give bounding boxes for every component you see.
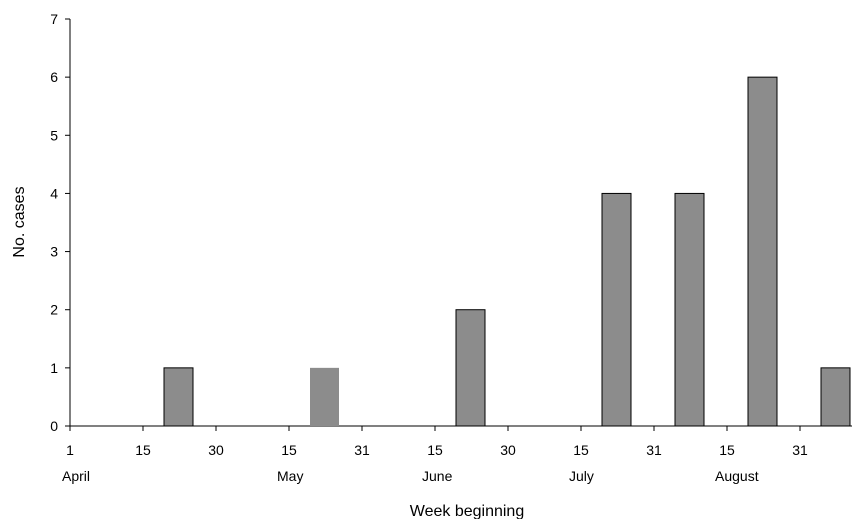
bar bbox=[163, 367, 194, 427]
y-tick-label: 5 bbox=[50, 127, 58, 143]
y-ticks: 0 1 2 3 4 5 6 7 bbox=[50, 11, 70, 434]
x-tick-label: 30 bbox=[500, 442, 516, 458]
x-tick-label: 31 bbox=[792, 442, 808, 458]
x-month-label: June bbox=[422, 468, 453, 484]
y-tick-label: 6 bbox=[50, 69, 58, 85]
y-axis: 0 1 2 3 4 5 6 7 bbox=[50, 11, 71, 434]
x-tick-label: 15 bbox=[719, 442, 735, 458]
x-month-label: August bbox=[715, 468, 759, 484]
y-tick-label: 3 bbox=[50, 244, 58, 260]
x-tick-label: 31 bbox=[646, 442, 662, 458]
y-tick-label: 0 bbox=[50, 418, 58, 434]
y-tick-label: 7 bbox=[50, 11, 58, 27]
x-tick-label: 30 bbox=[208, 442, 224, 458]
x-tick-label: 31 bbox=[354, 442, 370, 458]
x-tick-label: 15 bbox=[281, 442, 297, 458]
x-month-label: April bbox=[62, 468, 90, 484]
x-tick-label: 15 bbox=[573, 442, 589, 458]
x-axis-title: Week beginning bbox=[410, 503, 524, 519]
x-tick-label: 15 bbox=[427, 442, 443, 458]
y-tick-label: 1 bbox=[50, 360, 58, 376]
x-month-label: May bbox=[277, 468, 303, 484]
bar bbox=[310, 367, 339, 426]
y-tick-label: 4 bbox=[50, 185, 58, 201]
x-tick-label: 15 bbox=[135, 442, 151, 458]
x-ticks: 1 15 30 15 31 15 30 15 31 15 31 April May June July Aug… bbox=[62, 426, 808, 484]
bar bbox=[601, 192, 632, 427]
bar bbox=[455, 309, 486, 427]
bar bbox=[674, 192, 705, 427]
y-axis-title: No. cases bbox=[11, 186, 28, 257]
x-month-label: July bbox=[569, 468, 594, 484]
x-axis: 1 15 30 15 31 15 30 15 31 15 31 April May June July Aug… bbox=[62, 425, 852, 484]
y-tick-label: 2 bbox=[50, 302, 58, 318]
x-tick-label: 1 bbox=[66, 442, 74, 458]
bars bbox=[163, 76, 851, 427]
bar bbox=[820, 367, 851, 427]
bar bbox=[747, 76, 778, 427]
